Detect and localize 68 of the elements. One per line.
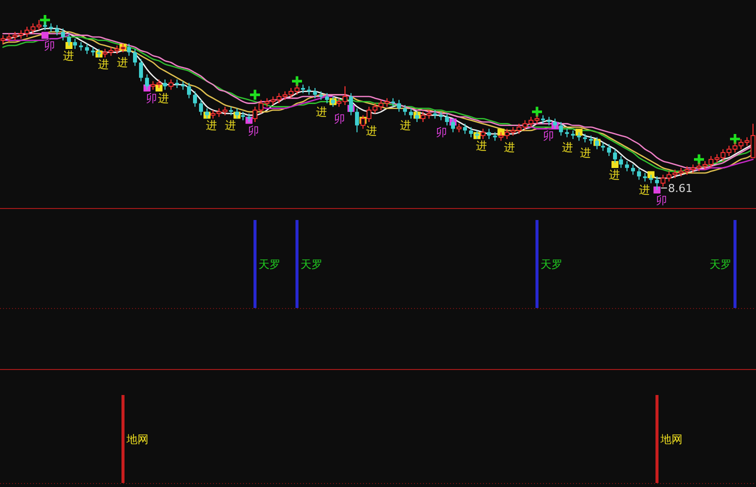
candlestick — [55, 24, 59, 36]
candlestick — [397, 99, 401, 112]
candlestick — [133, 48, 137, 66]
candlestick — [355, 108, 359, 133]
text: 进 — [366, 124, 377, 138]
text: 进 — [63, 50, 74, 62]
text: 进 — [206, 119, 217, 132]
candlestick — [85, 43, 89, 54]
text: 卯 — [146, 92, 157, 105]
text: 天罗 — [300, 258, 322, 271]
text: 天罗 — [540, 258, 562, 271]
text: 进 — [117, 56, 128, 70]
text: 进 — [562, 141, 573, 154]
point — [692, 153, 706, 166]
text: 卯 — [334, 112, 345, 126]
candlestick — [619, 156, 623, 168]
candlestick — [637, 167, 641, 180]
point — [290, 74, 304, 88]
text: 卯 — [436, 126, 447, 139]
text: 进 — [158, 92, 169, 105]
candlestick — [168, 79, 174, 90]
text: 卯 — [543, 129, 554, 142]
candlestick — [480, 128, 486, 140]
point — [612, 161, 618, 168]
candlestick — [445, 113, 449, 126]
candlestick — [187, 82, 191, 99]
text: 进 — [225, 119, 236, 132]
candlestick — [559, 122, 563, 136]
point — [66, 42, 72, 49]
candlestick — [61, 28, 65, 41]
candlestick — [163, 79, 167, 90]
series-label: 天罗 — [258, 258, 280, 271]
point — [648, 171, 654, 178]
text: 进 — [504, 141, 515, 154]
text: 地网 — [660, 433, 682, 446]
candlestick — [625, 160, 629, 172]
candlestick — [325, 92, 329, 104]
candlestick — [127, 43, 131, 56]
candlestick — [73, 38, 77, 50]
candlestick — [139, 58, 143, 82]
text: 进 — [609, 168, 620, 182]
point — [728, 132, 742, 146]
candlestick — [469, 126, 473, 138]
text: 天罗 — [710, 258, 732, 271]
candlestick — [403, 104, 407, 116]
text: 进 — [580, 146, 591, 160]
text: 进 — [400, 119, 411, 132]
candlestick — [313, 88, 317, 99]
candlestick — [487, 128, 491, 140]
text: 进 — [476, 140, 487, 153]
point — [654, 186, 660, 194]
point — [530, 106, 544, 118]
point — [576, 128, 582, 136]
text: 卯 — [248, 124, 259, 138]
text: 进 — [316, 106, 327, 119]
candlestick — [193, 90, 197, 108]
series-label: 卯 — [44, 39, 55, 52]
candlestick — [199, 99, 203, 116]
candlestick — [607, 144, 611, 156]
candlestick — [463, 123, 467, 134]
point — [42, 32, 48, 39]
series-label: 进 — [98, 58, 109, 71]
candlestick — [631, 164, 635, 176]
point — [248, 88, 262, 102]
text: 进 — [639, 184, 650, 197]
annotation: 8.61 — [668, 182, 692, 195]
text: 卯 — [656, 194, 667, 207]
series-label: 地网 — [126, 433, 148, 446]
